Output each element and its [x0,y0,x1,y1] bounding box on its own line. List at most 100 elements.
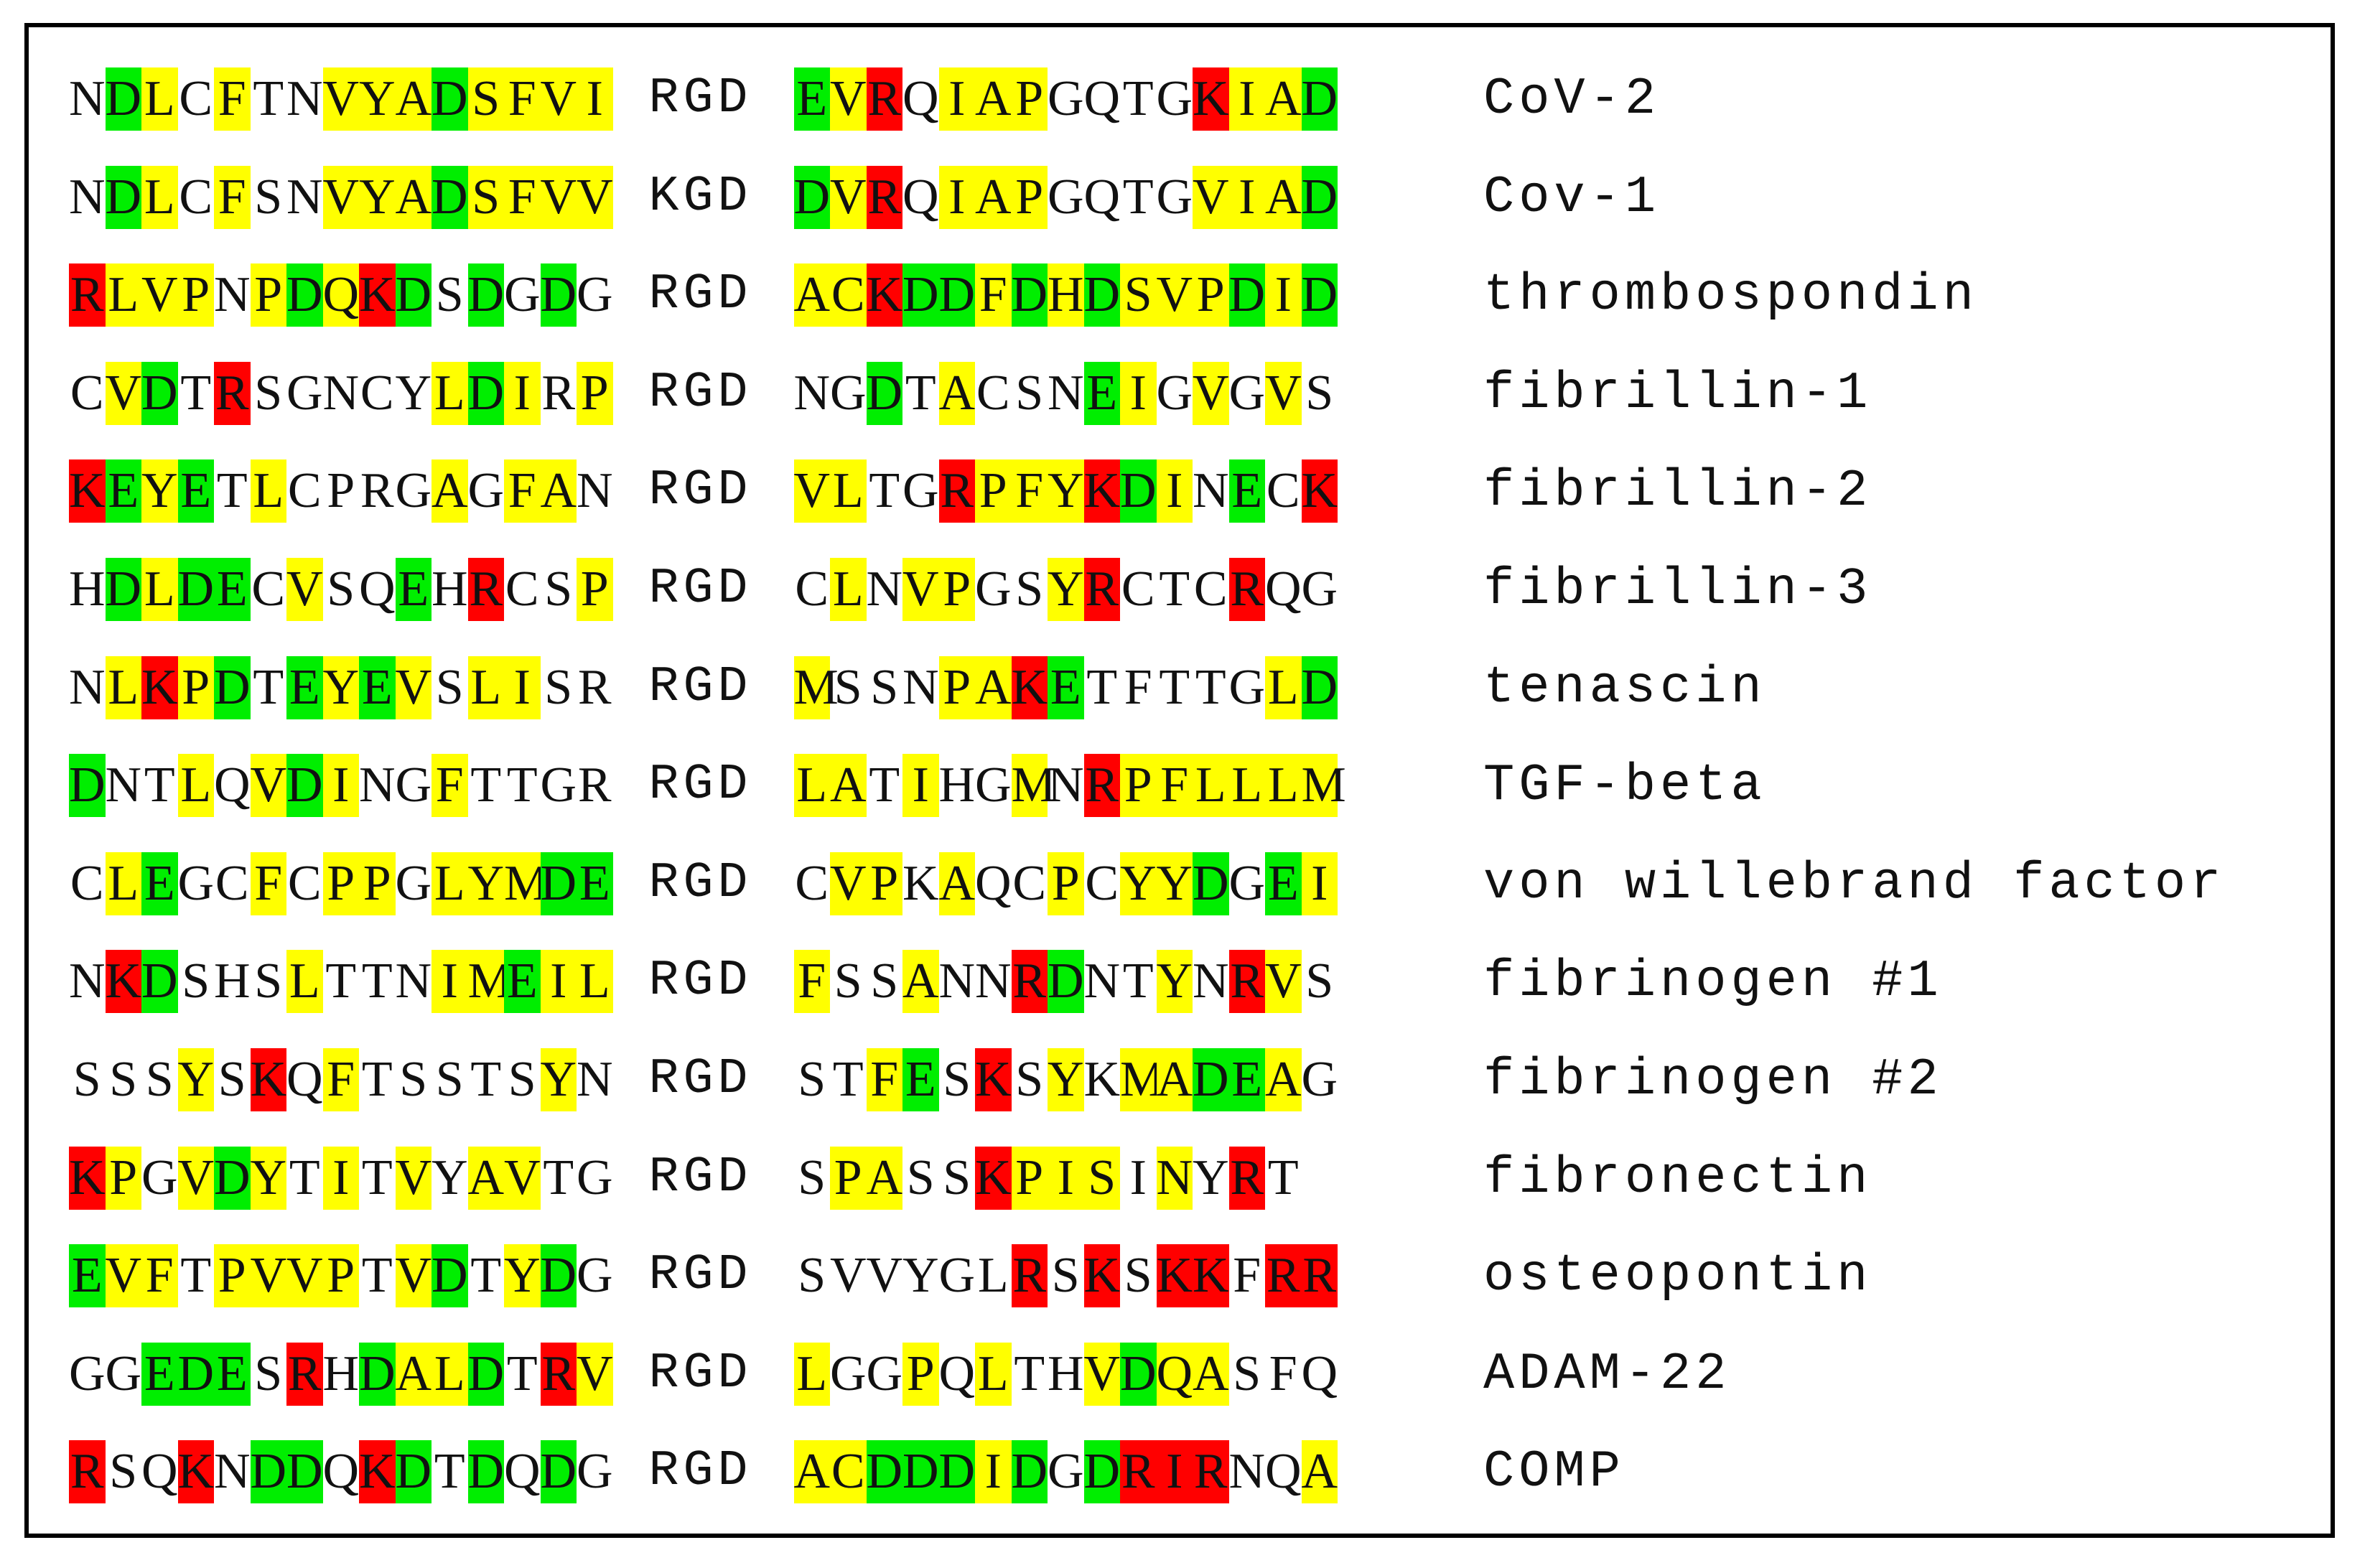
residue: S [943,1052,971,1107]
residue: E [902,1048,939,1111]
residue: D [1120,1342,1157,1406]
residue: L [830,558,867,621]
residue: R [1265,1244,1302,1308]
residue: C [830,1440,867,1504]
alignment-row: N K D S H S L T T N I M E I L RGD F S S A N N R D N T Y N R V S [69,950,1338,1014]
residue: G [69,1345,106,1401]
residue: Y [250,1146,286,1210]
residue: P [577,361,613,425]
residue: V [830,165,867,229]
residue: P [322,851,359,915]
residue: A [938,361,975,425]
residue: V [250,1244,286,1308]
residue: K [1011,655,1048,719]
residue: A [540,459,577,523]
residue: V [1083,1342,1120,1406]
residue: E [1228,459,1265,523]
residue: K [1083,1244,1120,1308]
residue: E [141,851,178,915]
residue: S [834,659,862,715]
residue: M [504,851,549,915]
residue: P [1048,851,1084,915]
residue: S [1015,1052,1044,1107]
residue: F [793,950,830,1014]
residue: T [1086,659,1118,715]
residue: V [177,1146,214,1210]
residue: S [544,561,573,617]
residue: T [361,1052,393,1107]
residue: S [1015,365,1044,421]
residue: V [322,67,359,131]
residue: D [938,1440,975,1504]
residue: G [1228,659,1266,715]
alignment-row: S S S Y S K Q F T S S T S Y N RGD S T F E S K S Y K M A D E A G [69,1048,1338,1111]
residue: A [1156,1048,1193,1111]
rgd-motif: RGD [648,953,752,1010]
residue: T [144,757,175,813]
residue: Y [902,1248,939,1304]
residue: Y [1048,558,1084,621]
residue: T [1122,71,1154,126]
residue: S [435,267,464,323]
residue: R [540,1342,577,1406]
protein-label: thrombospondin [1483,266,1978,325]
residue: N [214,267,251,323]
residue: R [467,558,504,621]
residue: A [432,459,468,523]
residue: E [69,1244,106,1308]
residue: A [793,263,830,327]
residue: I [577,67,613,131]
residue: E [793,67,830,131]
residue: D [540,1244,577,1308]
residue: A [830,754,867,818]
residue: G [540,757,577,813]
rgd-motif: RGD [648,1443,752,1501]
residue: C [795,561,829,617]
residue: T [506,757,538,813]
residue: N [395,953,432,1009]
residue: C [795,855,829,911]
residue: D [1083,263,1120,327]
residue: S [1120,263,1157,327]
alignment-row: N L K P D T E Y E V S L I S R RGD M S S N P A K E T F T T G L D [69,655,1338,719]
residue: L [141,558,178,621]
residue: V [286,1244,323,1308]
rgd-motif: RGD [648,854,752,912]
residue: G [577,267,613,323]
residue: F [1011,459,1048,523]
residue: V [830,851,867,915]
residue: Q [504,1444,541,1500]
residue: V [395,1244,432,1308]
residue: V [1193,165,1229,229]
residue: F [504,459,541,523]
residue: N [69,659,106,715]
residue: I [432,950,468,1014]
residue: Q [214,757,251,813]
residue: G [177,855,215,911]
residue: T [470,1248,502,1304]
residue: G [866,1345,903,1401]
residue: A [395,1342,432,1406]
protein-label: COMP [1483,1442,1625,1502]
residue: Q [975,855,1012,911]
residue: N [1228,1444,1266,1500]
residue: G [395,855,432,911]
residue: E [1083,361,1120,425]
residue: S [906,1149,935,1205]
residue: D [395,1440,432,1504]
residue: P [1011,67,1048,131]
residue: E [1048,655,1084,719]
residue: G [1228,365,1266,421]
residue: S [327,561,355,617]
residue: H [938,757,976,813]
residue: P [938,655,975,719]
rgd-motif: RGD [648,462,752,520]
residue: G [1156,365,1193,421]
residue: N [69,953,106,1009]
residue: K [1156,1244,1193,1308]
